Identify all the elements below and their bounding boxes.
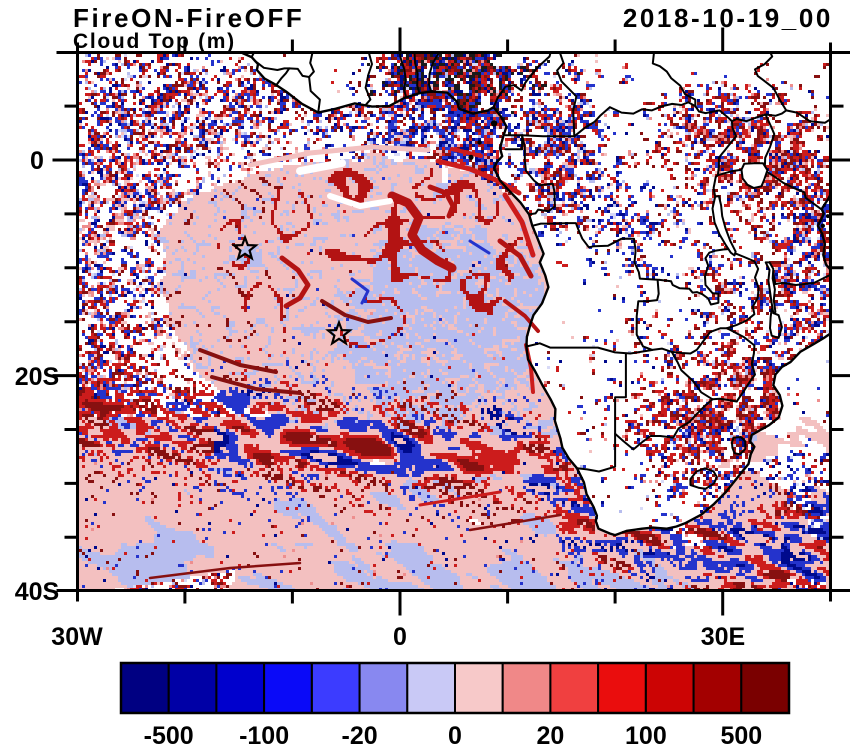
svg-text:2018-10-19_00: 2018-10-19_00 (623, 3, 833, 33)
svg-text:40S: 40S (15, 578, 59, 606)
svg-text:-100: -100 (239, 722, 289, 747)
svg-text:-500: -500 (144, 722, 194, 747)
svg-text:20: 20 (536, 722, 564, 747)
svg-text:Cloud Top (m): Cloud Top (m) (73, 30, 236, 53)
svg-text:30E: 30E (701, 623, 745, 651)
svg-text:-20: -20 (342, 722, 378, 747)
svg-text:0: 0 (393, 623, 407, 651)
svg-text:20S: 20S (15, 363, 59, 391)
svg-text:100: 100 (625, 722, 667, 747)
svg-text:0: 0 (448, 722, 462, 747)
svg-text:FireON-FireOFF: FireON-FireOFF (73, 3, 304, 33)
svg-text:500: 500 (720, 722, 762, 747)
svg-text:0: 0 (30, 147, 44, 175)
svg-text:30W: 30W (51, 623, 103, 651)
